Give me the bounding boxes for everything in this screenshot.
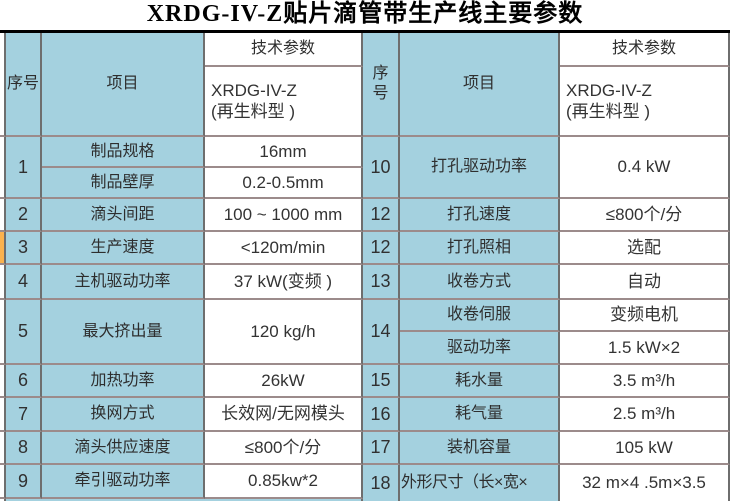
row-value: 120 kg/h [205, 300, 363, 365]
row-item: 最大挤出量 [42, 300, 205, 365]
orange-cell-fragment [0, 232, 6, 265]
row-item: 加热功率 [42, 365, 205, 398]
row-value: 26kW [205, 365, 363, 398]
next-row-sliver [6, 499, 363, 501]
row-no: 18 [363, 465, 400, 501]
row-item: 打孔驱动功率 [400, 137, 560, 199]
row-item: 耗气量 [400, 398, 560, 432]
row-no: 3 [6, 232, 42, 265]
row-item: 滴头间距 [42, 199, 205, 232]
row-value: 选配 [560, 232, 730, 265]
right-table: 序 号 项目 技术参数 XRDG-IV-Z (再生料型 ) 10 打孔驱动功率 … [363, 33, 730, 501]
row-no: 2 [6, 199, 42, 232]
row-no: 6 [6, 365, 42, 398]
row-value: 0.2-0.5mm [205, 168, 363, 199]
row-value: 1.5 kW×2 [560, 332, 730, 365]
row-item: 打孔速度 [400, 199, 560, 232]
sliver-cell [0, 300, 6, 365]
left-table: 序号 项目 技术参数 XRDG-IV-Z (再生料型 ) 1 制品规格 16mm… [6, 33, 363, 501]
row-no: 17 [363, 432, 400, 465]
header-param-left: 技术参数 [205, 33, 363, 67]
header-no-left: 序号 [6, 33, 42, 137]
row-value: 37 kW(变频 ) [205, 265, 363, 300]
row-value: 2.5 m³/h [560, 398, 730, 432]
row-item: 生产速度 [42, 232, 205, 265]
row-no: 15 [363, 365, 400, 398]
sliver-cell [0, 499, 6, 501]
row-item: 收卷伺服 [400, 300, 560, 332]
row-item: 收卷方式 [400, 265, 560, 300]
row-item: 主机驱动功率 [42, 265, 205, 300]
row-no: 14 [363, 300, 400, 365]
row-item: 滴头供应速度 [42, 432, 205, 465]
row-item: 耗水量 [400, 365, 560, 398]
header-model-right: XRDG-IV-Z (再生料型 ) [560, 67, 730, 137]
row-item: 换网方式 [42, 398, 205, 432]
row-no: 12 [363, 199, 400, 232]
sliver-cell [0, 465, 6, 499]
row-value: 自动 [560, 265, 730, 300]
row-value: ≤800个/分 [205, 432, 363, 465]
row-no: 9 [6, 465, 42, 499]
header-model-left: XRDG-IV-Z (再生料型 ) [205, 67, 363, 137]
row-item: 牵引驱动功率 [42, 465, 205, 499]
sliver-cell [0, 432, 6, 465]
row-no: 5 [6, 300, 42, 365]
row-value: 长效网/无网模头 [205, 398, 363, 432]
row-item: 外形尺寸（长×宽× [400, 465, 560, 501]
title-bar: XRDG-IV-Z贴片滴管带生产线主要参数 [0, 0, 730, 33]
row-value: 0.4 kW [560, 137, 730, 199]
row-value: 16mm [205, 137, 363, 168]
sliver-cell [0, 137, 6, 199]
row-no: 1 [6, 137, 42, 199]
row-value: 100 ~ 1000 mm [205, 199, 363, 232]
row-item: 打孔照相 [400, 232, 560, 265]
cropped-column-sliver [0, 33, 6, 501]
row-item: 驱动功率 [400, 332, 560, 365]
row-no: 12 [363, 232, 400, 265]
row-value: 32 m×4 .5m×3.5 [560, 465, 730, 501]
header-item-right: 项目 [400, 33, 560, 137]
sliver-cell [0, 398, 6, 432]
header-param-right: 技术参数 [560, 33, 730, 67]
row-value: ≤800个/分 [560, 199, 730, 232]
sliver-cell [0, 199, 6, 232]
parameters-table: 序号 项目 技术参数 XRDG-IV-Z (再生料型 ) 1 制品规格 16mm… [0, 33, 730, 501]
row-value: 3.5 m³/h [560, 365, 730, 398]
row-no: 16 [363, 398, 400, 432]
row-item: 装机容量 [400, 432, 560, 465]
row-no: 13 [363, 265, 400, 300]
page-title: XRDG-IV-Z贴片滴管带生产线主要参数 [146, 1, 584, 27]
sliver-cell [0, 365, 6, 398]
row-value: 0.85kw*2 [205, 465, 363, 499]
sliver-cell [0, 265, 6, 300]
row-no: 10 [363, 137, 400, 199]
header-no-right: 序 号 [363, 33, 400, 137]
sliver-cell [0, 33, 6, 137]
row-no: 8 [6, 432, 42, 465]
row-item: 制品规格 [42, 137, 205, 168]
row-value: <120m/min [205, 232, 363, 265]
row-no: 7 [6, 398, 42, 432]
row-item: 制品壁厚 [42, 168, 205, 199]
row-value: 变频电机 [560, 300, 730, 332]
row-value: 105 kW [560, 432, 730, 465]
header-item-left: 项目 [42, 33, 205, 137]
row-no: 4 [6, 265, 42, 300]
